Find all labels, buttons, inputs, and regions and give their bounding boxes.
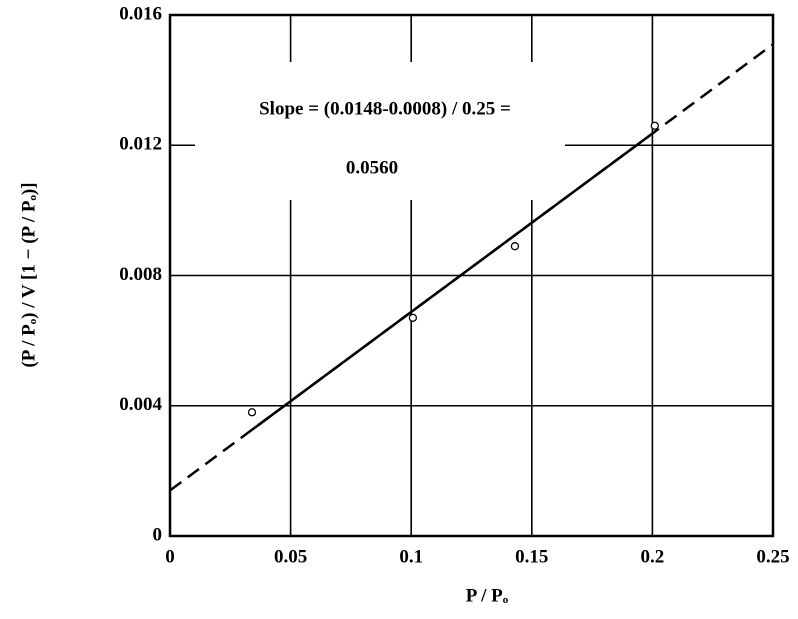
- fit-line-solid: [251, 130, 656, 431]
- y-tick-label: 0.004: [119, 394, 162, 415]
- annotation: 0.0560: [346, 157, 398, 178]
- data-point: [650, 121, 659, 130]
- data-point: [408, 313, 418, 322]
- plot-frame: [168, 13, 775, 538]
- x-tick-label: 0: [165, 546, 175, 567]
- data-point: [510, 242, 520, 251]
- x-axis-label: P / Pₒ: [466, 585, 509, 606]
- x-tick-label: 0.15: [515, 546, 548, 567]
- x-tick-label: 0.2: [641, 546, 665, 567]
- x-tick-label: 0.05: [274, 546, 307, 567]
- annotation: Slope = (0.0148-0.0008) / 0.25 =: [259, 98, 511, 119]
- y-axis-label: (P / Pₒ) / V [1 − (P / Pₒ)]: [18, 182, 39, 367]
- y-tick-label: 0.012: [119, 134, 162, 155]
- y-tick-label: 0.016: [119, 3, 162, 24]
- annotation-box: [195, 62, 565, 200]
- y-tick-label: 0.008: [119, 264, 162, 285]
- x-tick-label: 0.1: [399, 546, 423, 567]
- x-tick-label: 0.25: [756, 546, 789, 567]
- data-point: [247, 408, 257, 417]
- y-tick-label: 0: [153, 524, 163, 545]
